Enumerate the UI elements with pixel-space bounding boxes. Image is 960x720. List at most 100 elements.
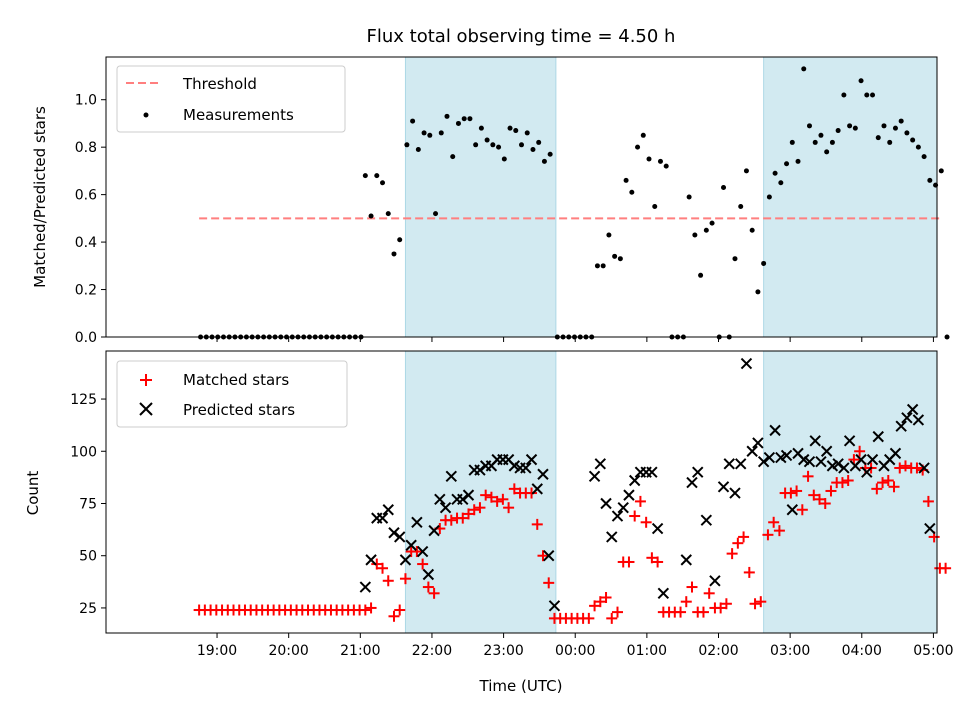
measurement-point — [944, 334, 950, 340]
matched-star-point — [491, 495, 503, 507]
predicted-star-point — [411, 516, 423, 528]
y-tick-label: 50 — [79, 549, 97, 565]
matched-star-point — [785, 487, 797, 499]
measurement-point — [875, 135, 881, 141]
measurement-point — [904, 130, 910, 136]
predicted-star-point — [376, 512, 389, 524]
predicted-star-point — [548, 600, 561, 612]
measurement-point — [847, 123, 853, 129]
predicted-star-point — [399, 554, 412, 566]
matched-star-point — [911, 462, 923, 474]
measurement-point — [927, 177, 933, 183]
measurement-point — [362, 173, 368, 179]
measurement-point — [513, 128, 519, 134]
matched-star-point — [606, 612, 618, 624]
bottom-panel: 25 50 75 100 125 19:00 20:00 21:00 22:00 23:00 00:… — [24, 350, 954, 695]
x-tick-label: 03:00 — [770, 643, 810, 659]
y-tick-label: 125 — [70, 392, 97, 408]
predicted-star-point — [757, 456, 770, 468]
matched-star-point — [371, 558, 383, 570]
predicted-star-point — [628, 474, 641, 487]
matched-star-point — [762, 529, 774, 541]
measurement-point — [755, 289, 761, 295]
measurement-point — [801, 66, 807, 72]
matched-star-point — [634, 495, 646, 507]
matched-stars-points — [193, 445, 952, 624]
predicted-star-point — [786, 504, 798, 516]
predicted-star-point — [746, 445, 758, 457]
x-tick-label: 02:00 — [698, 643, 738, 659]
measurement-point — [433, 211, 439, 217]
measurement-point — [501, 156, 507, 162]
measurement-point — [600, 263, 606, 269]
measurement-point — [657, 158, 663, 164]
matched-star-point — [462, 508, 474, 520]
chart-title: Flux total observing time = 4.50 h — [367, 26, 676, 47]
measurements-legend-label: Measurements — [183, 106, 294, 124]
measurement-point — [484, 137, 490, 143]
matched-star-point — [537, 550, 549, 562]
matched-star-point — [802, 470, 814, 482]
predicted-star-point — [680, 554, 692, 566]
matched-star-point — [497, 493, 509, 505]
predicted-star-point — [815, 456, 827, 468]
y-tick-label: 0.0 — [75, 330, 97, 346]
matched-star-point — [388, 610, 400, 622]
measurement-point — [507, 125, 513, 131]
predicted-star-point — [729, 487, 741, 499]
x-tick-label: 01:00 — [627, 643, 667, 659]
top-axes: 0.0 0.2 0.4 0.6 0.8 1.0 — [75, 56, 938, 346]
measurement-point — [391, 251, 397, 257]
measurement-point — [841, 92, 847, 98]
matched-star-point — [485, 491, 497, 503]
bottom-y-axis-label: Count — [24, 471, 42, 516]
matched-star-point — [686, 581, 698, 593]
predicted-star-point — [803, 456, 816, 468]
matched-stars-legend-swatch — [140, 374, 152, 386]
x-tick-label: 20:00 — [268, 643, 308, 659]
matched-star-point — [899, 460, 911, 472]
measurement-point — [887, 139, 893, 145]
matched-star-point — [526, 487, 538, 499]
measurement-point — [438, 130, 444, 136]
measurement-point — [368, 213, 374, 219]
matched-star-point — [743, 566, 755, 578]
predicted-star-point — [918, 462, 930, 474]
predicted-star-point — [623, 489, 635, 501]
predicted-star-point — [889, 447, 902, 460]
matched-star-point — [629, 510, 641, 522]
matched-star-point — [768, 516, 780, 528]
measurement-point — [496, 144, 502, 150]
matched-star-point — [508, 483, 520, 495]
measurement-point — [910, 137, 916, 143]
matched-star-point — [417, 558, 429, 570]
measurement-point — [652, 203, 658, 209]
measurement-point — [829, 139, 835, 145]
matched-star-point — [365, 602, 377, 614]
matched-star-point — [703, 587, 715, 599]
x-axis-label: Time (UTC) — [479, 677, 563, 695]
measurement-point — [692, 232, 698, 238]
predicted-star-point — [651, 522, 664, 535]
measurement-point — [721, 185, 727, 191]
top-panel: 0.0 0.2 0.4 0.6 0.8 1.0 Matched/Predicted sta… — [31, 56, 950, 346]
measurement-point — [806, 123, 812, 129]
predicted-stars-legend-label: Predicted stars — [183, 401, 295, 419]
matched-star-point — [457, 512, 469, 524]
predicted-star-point — [594, 458, 607, 470]
measurement-point — [385, 211, 391, 217]
measurement-point — [478, 125, 484, 131]
measurement-point — [824, 149, 830, 155]
predicted-star-point — [434, 493, 446, 506]
predicted-star-point — [606, 531, 618, 543]
top-legend: Threshold Measurements — [116, 65, 346, 133]
matched-star-point — [445, 514, 457, 526]
matched-stars-legend-label: Matched stars — [183, 371, 289, 389]
bottom-legend-box — [116, 360, 348, 428]
shaded-region — [404, 56, 557, 338]
matched-star-point — [359, 604, 371, 616]
matched-star-point — [428, 587, 440, 599]
matched-star-point — [589, 600, 601, 612]
matched-star-point — [749, 598, 761, 610]
matched-star-point — [791, 485, 803, 497]
